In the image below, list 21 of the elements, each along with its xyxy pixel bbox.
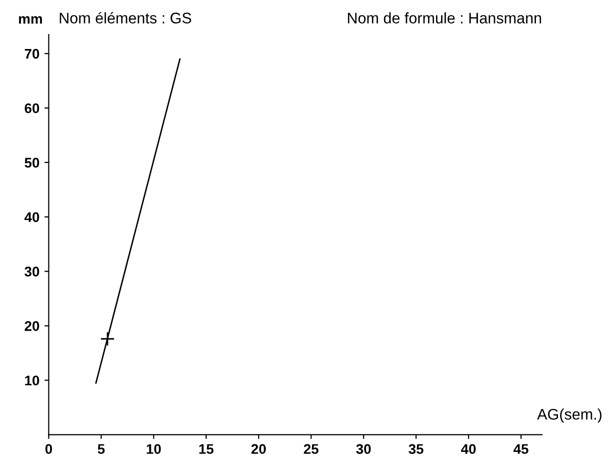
x-tick-label: 30	[356, 444, 371, 454]
y-tick-label: 60	[24, 103, 40, 114]
chart-title: Nom éléments : GS	[60, 12, 192, 24]
y-axis-title: mm	[19, 16, 42, 24]
x-tick-label: 40	[461, 444, 476, 454]
x-tick-label: 45	[514, 444, 528, 454]
x-tick-label: 35	[408, 444, 424, 454]
y-tick-label: 50	[24, 158, 40, 168]
x-tick-label: 25	[304, 444, 318, 454]
x-tick-label: 20	[251, 444, 266, 454]
x-tick-label: 10	[146, 444, 161, 454]
y-tick-label: 70	[24, 48, 40, 59]
chart-subtitle: Nom de formule : Hansmann	[348, 12, 542, 24]
x-tick-label: 0	[45, 444, 52, 454]
y-tick-label: 10	[25, 376, 40, 386]
y-tick-label: 40	[24, 212, 40, 222]
x-tick-label: 5	[98, 444, 105, 454]
y-tick-label: 20	[24, 321, 40, 331]
y-tick-label: 30	[24, 266, 40, 277]
x-axis-title: AG(sem.)	[537, 408, 602, 423]
x-tick-label: 15	[199, 444, 214, 454]
